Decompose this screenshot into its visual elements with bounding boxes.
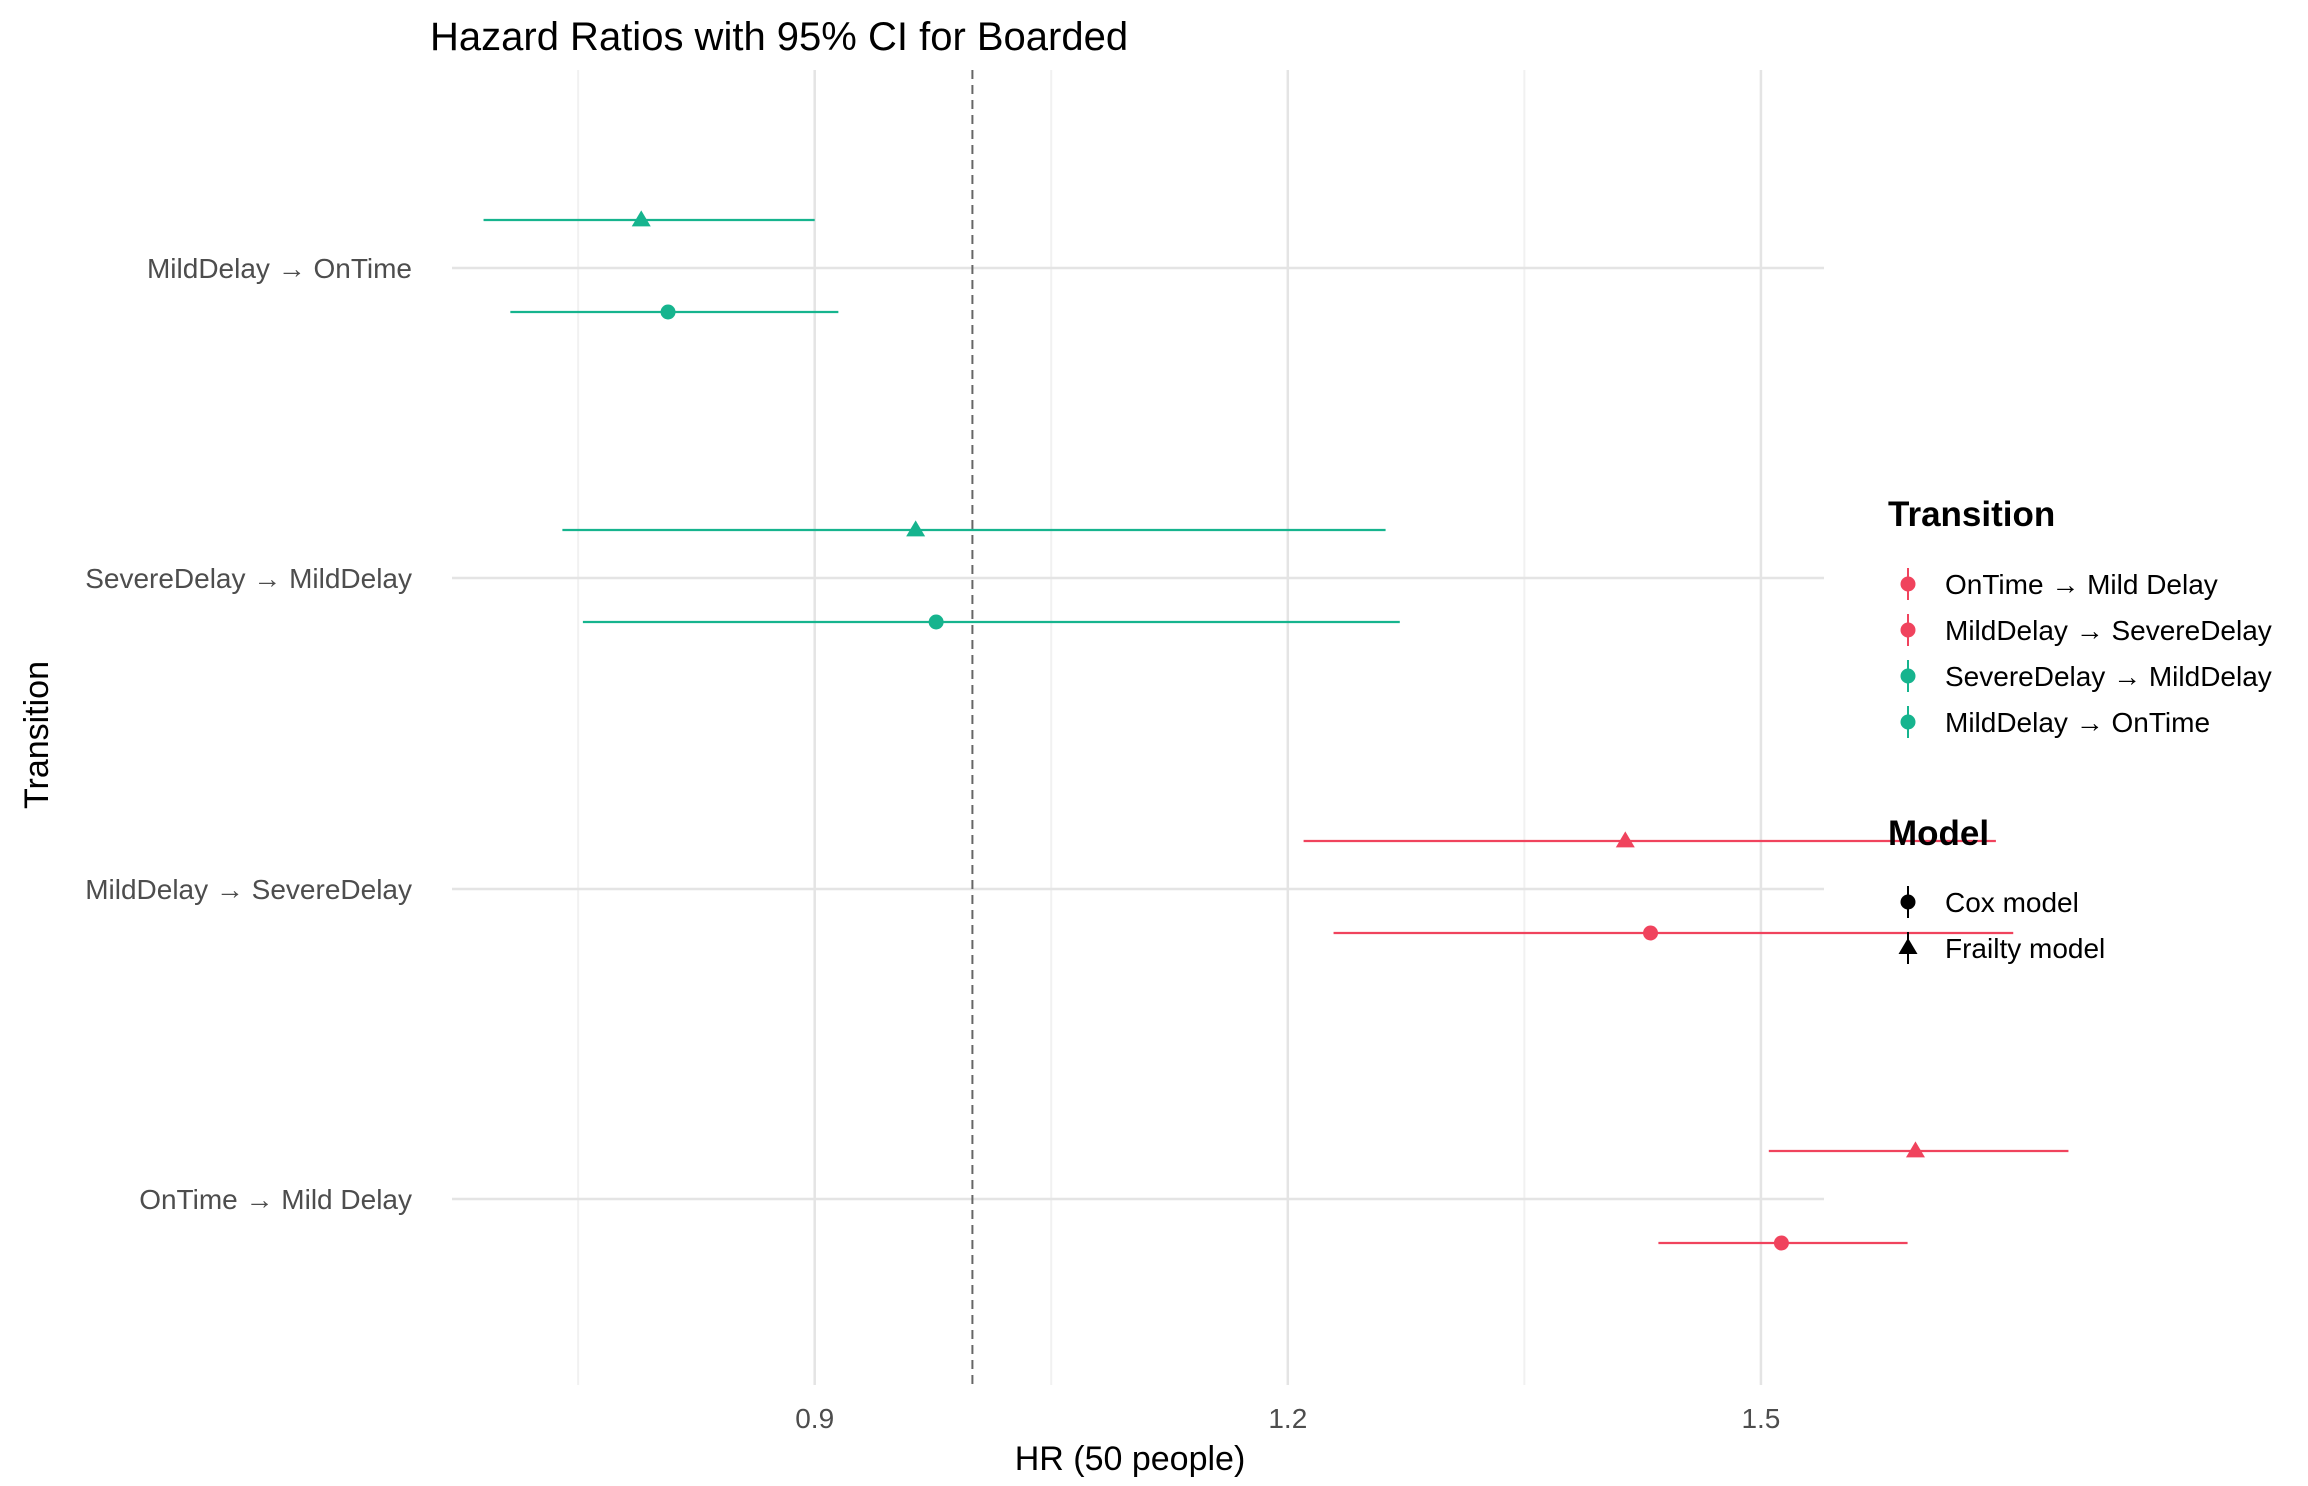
point-cox <box>660 304 676 320</box>
legend-key-point <box>1900 622 1916 638</box>
x-axis-title: HR (50 people) <box>1015 1440 1246 1478</box>
legend-label: MildDelay → OnTime <box>1945 707 2210 738</box>
legend-transition-items: OnTime → Mild Delay MildDelay → SevereDel… <box>1900 568 2272 738</box>
legend-key-point <box>1900 668 1916 684</box>
y-tick-label: MildDelay → SevereDelay <box>85 874 412 905</box>
point-cox <box>1773 1235 1789 1251</box>
y-axis-ticks: MildDelay → OnTime SevereDelay → MildDela… <box>85 253 412 1215</box>
grid-layer <box>452 70 1824 1385</box>
point-cox <box>1643 925 1659 941</box>
legend-label: Frailty model <box>1945 933 2105 964</box>
legend-label: MildDelay → SevereDelay <box>1945 615 2272 646</box>
point-frailty <box>1615 831 1635 848</box>
legend-title-transition: Transition <box>1888 495 2055 534</box>
legend-title-model: Model <box>1888 814 1989 853</box>
chart-title: Hazard Ratios with 95% CI for Boarded <box>430 15 1128 59</box>
y-tick-label: MildDelay → OnTime <box>147 253 412 284</box>
x-axis-ticks: 0.9 1.2 1.5 <box>795 1403 1780 1434</box>
point-frailty <box>1905 1141 1925 1158</box>
legend-key-triangle <box>1898 938 1918 954</box>
legend: Transition OnTime → Mild Delay MildDelay … <box>1888 495 2272 964</box>
point-frailty <box>906 520 926 537</box>
legend-label: OnTime → Mild Delay <box>1945 569 2218 600</box>
data-marks-layer <box>483 210 2069 1251</box>
y-tick-label: OnTime → Mild Delay <box>139 1184 412 1215</box>
point-cox <box>928 614 944 630</box>
x-tick-label: 0.9 <box>795 1403 834 1434</box>
y-axis-title: Transition <box>18 661 56 809</box>
legend-key-circle <box>1900 894 1916 910</box>
legend-key-point <box>1900 576 1916 592</box>
y-tick-label: SevereDelay → MildDelay <box>85 563 412 594</box>
legend-label: Cox model <box>1945 887 2079 918</box>
x-tick-label: 1.5 <box>1741 1403 1780 1434</box>
x-tick-label: 1.2 <box>1268 1403 1307 1434</box>
legend-label: SevereDelay → MildDelay <box>1945 661 2272 692</box>
point-frailty <box>631 210 651 227</box>
legend-model-items: Cox model Frailty model <box>1898 886 2105 964</box>
legend-key-point <box>1900 714 1916 730</box>
